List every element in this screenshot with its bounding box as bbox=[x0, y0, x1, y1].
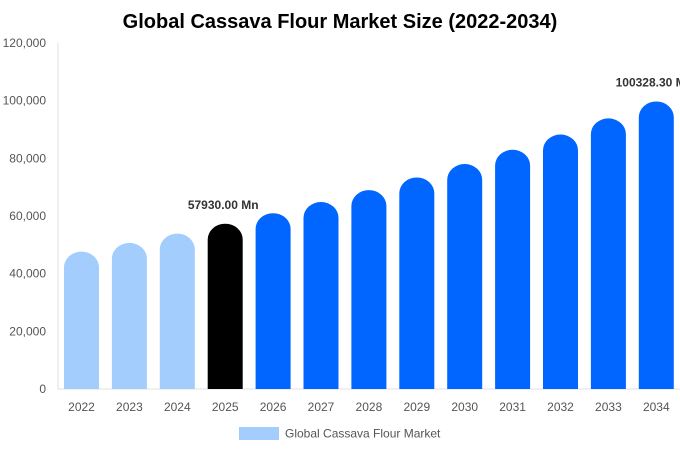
x-tick-label: 2024 bbox=[164, 400, 191, 414]
bar-2031 bbox=[495, 149, 531, 389]
bar-2026 bbox=[255, 213, 291, 389]
y-tick-label: 100,000 bbox=[3, 94, 47, 108]
bar-2024 bbox=[159, 233, 195, 389]
y-tick-label: 120,000 bbox=[3, 36, 47, 50]
legend-label: Global Cassava Flour Market bbox=[285, 427, 441, 441]
data-label-2025: 57930.00 Mn bbox=[188, 198, 259, 212]
bar-2022 bbox=[64, 251, 99, 389]
y-tick-label: 0 bbox=[39, 382, 46, 396]
bar-2023 bbox=[111, 242, 147, 389]
y-tick-label: 40,000 bbox=[9, 267, 46, 281]
x-tick-label: 2029 bbox=[403, 400, 430, 414]
bar-2027 bbox=[303, 202, 339, 389]
y-tick-label: 60,000 bbox=[9, 209, 46, 223]
x-tick-label: 2026 bbox=[260, 400, 287, 414]
chart-title: Global Cassava Flour Market Size (2022-2… bbox=[123, 11, 558, 33]
bar-2030 bbox=[447, 164, 483, 389]
bar-2025 bbox=[207, 223, 243, 389]
x-tick-label: 2022 bbox=[68, 400, 95, 414]
x-tick-label: 2025 bbox=[212, 400, 239, 414]
bar-2034 bbox=[638, 101, 674, 389]
x-tick-label: 2028 bbox=[356, 400, 383, 414]
y-tick-label: 80,000 bbox=[9, 151, 46, 165]
bar-2029 bbox=[399, 177, 435, 389]
legend: Global Cassava Flour Market bbox=[239, 427, 441, 441]
x-tick-label: 2034 bbox=[643, 400, 670, 414]
x-tick-label: 2023 bbox=[116, 400, 143, 414]
legend-swatch bbox=[239, 427, 279, 440]
x-tick-label: 2027 bbox=[308, 400, 335, 414]
bar-2028 bbox=[351, 190, 387, 389]
x-tick-label: 2032 bbox=[547, 400, 574, 414]
data-label-2034: 100328.30 Mn bbox=[616, 76, 680, 90]
x-tick-label: 2031 bbox=[499, 400, 526, 414]
bar-2033 bbox=[590, 118, 626, 389]
x-tick-label: 2033 bbox=[595, 400, 622, 414]
bar-2032 bbox=[543, 134, 578, 389]
y-tick-label: 20,000 bbox=[9, 324, 46, 338]
x-tick-label: 2030 bbox=[451, 400, 478, 414]
